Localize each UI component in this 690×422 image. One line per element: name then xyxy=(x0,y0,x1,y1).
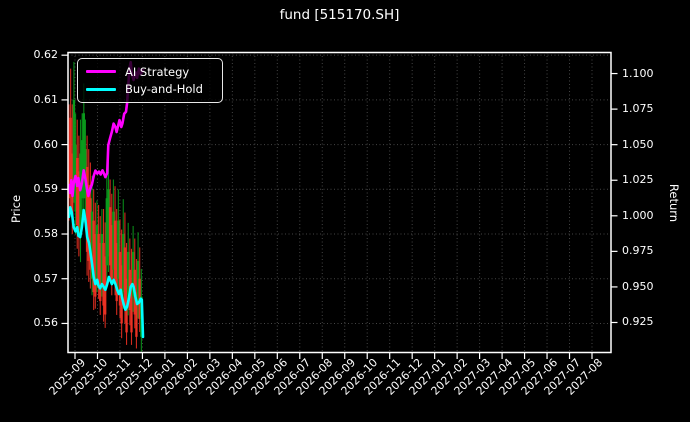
chart-title: fund [515170.SH] xyxy=(279,7,400,23)
legend-label: AI Strategy xyxy=(125,64,190,79)
buy-and-hold-line-swatch xyxy=(86,87,116,92)
buy-and-hold-line xyxy=(67,206,145,339)
price-axis-label: Price xyxy=(9,194,23,224)
legend-item-buy-and-hold: Buy-and-Hold xyxy=(86,82,214,96)
ai-strategy-line-swatch xyxy=(86,69,116,74)
return-axis-label: Return xyxy=(667,183,681,223)
legend-label: Buy-and-Hold xyxy=(125,82,203,97)
legend-box: AI Strategy Buy-and-Hold xyxy=(77,58,223,103)
legend-item-ai-strategy: AI Strategy xyxy=(86,65,214,79)
plot-spines xyxy=(67,51,612,354)
